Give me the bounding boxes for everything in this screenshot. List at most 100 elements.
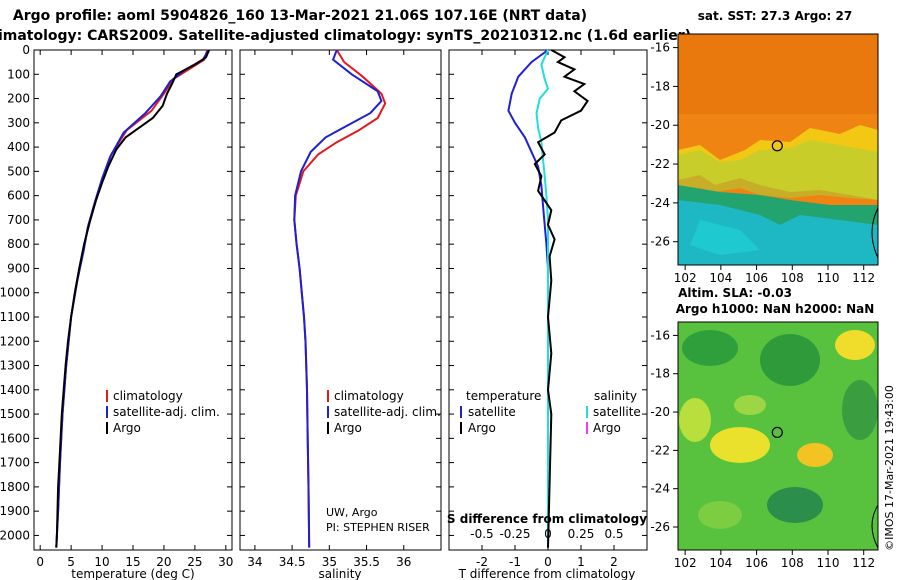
depth-tick-label: 1100 xyxy=(0,310,30,324)
x-tick-label: 35.5 xyxy=(353,555,380,569)
salinity-panel: 34 34.5 35 35.5 36 climatology satellite-adj… xyxy=(239,49,442,580)
depth-tick-label: 900 xyxy=(7,261,30,275)
salinity-x-label: salinity xyxy=(318,567,361,580)
x-tick-label: 2 xyxy=(610,555,618,569)
depth-tick-label: 2000 xyxy=(0,528,30,542)
salinity-x-axis: 34 34.5 35 35.5 36 xyxy=(247,50,411,569)
x-tick-label: 30 xyxy=(218,555,233,569)
lon-tick-label: 108 xyxy=(781,271,804,285)
lat-tick-label: -16 xyxy=(650,328,670,342)
lat-tick-label: -18 xyxy=(650,367,670,381)
sst-map: sat. SST: 27.3 Argo: 27 -16 -18 -20 -22 -24 -… xyxy=(650,9,879,285)
sst-map-frame xyxy=(677,33,879,266)
lat-tick-label: -22 xyxy=(650,443,670,457)
depth-tick-label: 700 xyxy=(7,213,30,227)
depth-axis: 0 100 200 300 400 500 600 700 800 900 1000 1100 1200… xyxy=(0,43,232,542)
legend-label-t-argo: Argo xyxy=(468,421,496,435)
salinity-y-ticks xyxy=(240,49,441,536)
pi-annotation-line2: PI: STEPHEN RISER xyxy=(326,521,430,534)
sla-low-blob xyxy=(767,487,823,523)
x-tick-label: 36 xyxy=(396,555,411,569)
x-tick-label: -1 xyxy=(509,555,521,569)
sla-mid-blob xyxy=(698,501,742,529)
sst-field xyxy=(678,34,879,265)
lat-tick-label: -20 xyxy=(650,118,670,132)
legend-label-climatology: climatology xyxy=(334,389,404,403)
sst-lon-axis: 102 104 106 108 110 112 xyxy=(674,265,875,285)
temperature-legend: climatology satellite-adj. clim. Argo xyxy=(106,389,220,435)
lon-tick-label: 102 xyxy=(674,556,697,570)
lon-tick-label: 112 xyxy=(852,556,875,570)
x-tick-label: 10 xyxy=(94,555,109,569)
legend-label-s-satellite: satellite xyxy=(593,405,641,419)
sla-lat-axis: -16 -18 -20 -22 -24 -26 xyxy=(650,328,678,534)
salinity-series xyxy=(293,49,387,548)
temperature-x-label: temperature (deg C) xyxy=(71,567,194,580)
difference-legend: temperature salinity satellite Argo sate… xyxy=(460,389,641,435)
depth-tick-label: 800 xyxy=(7,237,30,251)
difference-series xyxy=(507,49,589,548)
sst-map-title: sat. SST: 27.3 Argo: 27 xyxy=(698,9,852,23)
temperature-x-axis: 0 5 10 15 20 25 30 xyxy=(36,50,233,569)
depth-tick-label: 1400 xyxy=(0,383,30,397)
depth-tick-label: 1700 xyxy=(0,456,30,470)
depth-tick-label: 600 xyxy=(7,189,30,203)
depth-tick-label: 100 xyxy=(7,67,30,81)
sla-low-blob xyxy=(842,380,878,440)
sla-coastline xyxy=(871,504,879,549)
s-difference-tick-label: 0.25 xyxy=(568,527,595,541)
series-line-t-argo xyxy=(533,49,589,548)
legend-label-s-argo: Argo xyxy=(593,421,621,435)
s-difference-ticks: -0.5 -0.25 0 0.25 0.5 xyxy=(470,527,623,541)
lon-tick-label: 102 xyxy=(674,271,697,285)
x-tick-label: 15 xyxy=(125,555,140,569)
legend-label-argo: Argo xyxy=(113,421,141,435)
legend-label-climatology: climatology xyxy=(113,389,183,403)
lat-tick-label: -16 xyxy=(650,41,670,55)
lat-tick-label: -26 xyxy=(650,520,670,534)
lon-tick-label: 106 xyxy=(745,271,768,285)
series-line-s-satellite xyxy=(535,49,550,548)
s-difference-tick-label: -0.25 xyxy=(499,527,530,541)
temperature-panel: 0100200300400500600700800900100011001200… xyxy=(0,43,233,580)
x-tick-label: 0 xyxy=(36,555,44,569)
depth-tick-label: 1600 xyxy=(0,431,30,445)
series-line-argo xyxy=(55,49,211,548)
legend-title-salinity: salinity xyxy=(594,389,637,403)
depth-tick-label: 0 xyxy=(22,43,30,57)
sst-hot-region xyxy=(678,34,878,114)
sla-high-blob xyxy=(710,427,770,463)
lat-tick-label: -22 xyxy=(650,157,670,171)
copyright-footer: ©IMOS 17-Mar-2021 19:43:00 xyxy=(883,385,896,551)
lat-tick-label: -24 xyxy=(650,482,670,496)
sla-map: Altim. SLA: -0.03 Argo h1000: NaN h2000:… xyxy=(650,286,879,570)
s-difference-label: S difference from climatology xyxy=(447,512,647,526)
depth-tick-label: 200 xyxy=(7,92,30,106)
lat-tick-label: -18 xyxy=(650,79,670,93)
difference-y-ticks xyxy=(449,49,647,536)
salinity-frame xyxy=(239,49,442,551)
s-difference-tick-label: 0 xyxy=(544,527,552,541)
depth-tick-label: 1200 xyxy=(0,334,30,348)
lon-tick-label: 112 xyxy=(852,271,875,285)
series-line-satellite-adj-clim- xyxy=(293,49,383,548)
x-tick-label: 25 xyxy=(187,555,202,569)
x-tick-label: 34.5 xyxy=(279,555,306,569)
sla-map-frame xyxy=(677,321,879,551)
lon-tick-label: 110 xyxy=(817,271,840,285)
lon-tick-label: 104 xyxy=(709,556,732,570)
title-line-1: Argo profile: aoml 5904826_160 13-Mar-20… xyxy=(13,8,587,24)
x-tick-label: 20 xyxy=(156,555,171,569)
lon-tick-label: 104 xyxy=(709,271,732,285)
sla-mid-blob xyxy=(734,395,766,415)
legend-label-satellite: satellite-adj. clim. xyxy=(113,405,220,419)
lon-tick-label: 108 xyxy=(781,556,804,570)
sla-field xyxy=(678,322,879,550)
lat-tick-label: -24 xyxy=(650,196,670,210)
pi-annotation-line1: UW, Argo xyxy=(326,506,378,519)
t-difference-x-label: T difference from climatology xyxy=(458,567,636,580)
s-difference-tick-label: -0.5 xyxy=(470,527,493,541)
sst-coldest-patch xyxy=(690,220,760,255)
lat-tick-label: -26 xyxy=(650,235,670,249)
